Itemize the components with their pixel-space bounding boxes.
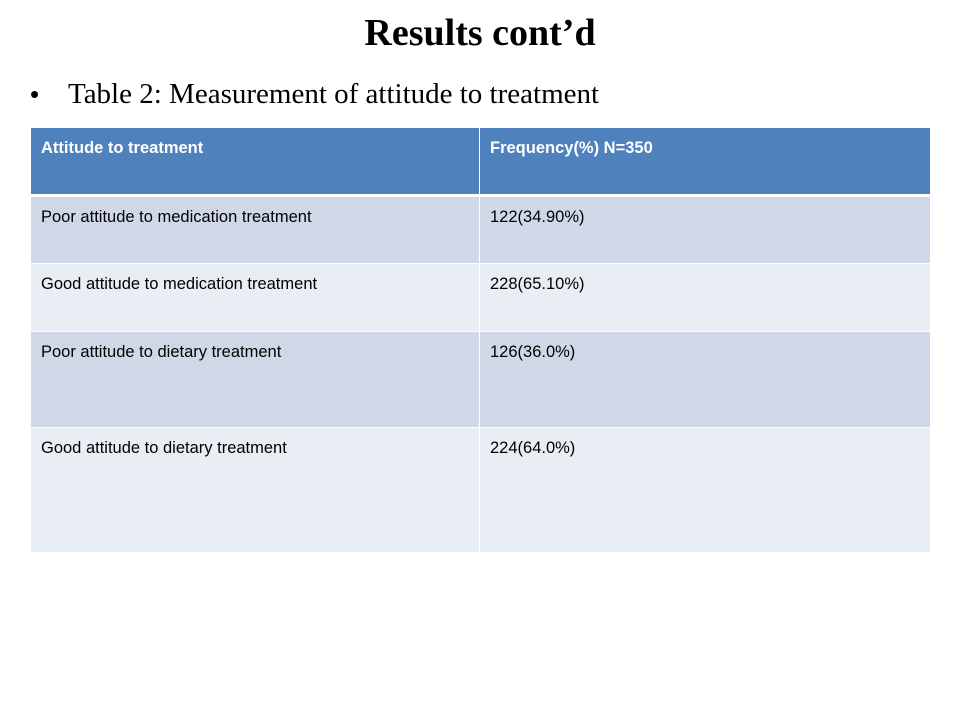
table-row: Poor attitude to medication treatment 12… [30,195,931,264]
table-cell-frequency: 122(34.90%) [479,195,931,264]
bullet-dot-icon: • [30,79,40,109]
attitude-table: Attitude to treatment Frequency(%) N=350… [30,127,931,553]
column-header-frequency: Frequency(%) N=350 [479,127,931,197]
table-row: Good attitude to dietary treatment 224(6… [30,427,931,553]
table-cell-frequency: 126(36.0%) [479,331,931,428]
table-cell-frequency: 228(65.10%) [479,263,931,332]
table-cell-attitude: Poor attitude to medication treatment [30,195,480,264]
column-header-attitude: Attitude to treatment [30,127,480,197]
table-caption: Table 2: Measurement of attitude to trea… [68,78,600,110]
table-cell-attitude: Good attitude to medication treatment [30,263,480,332]
bullet-item: • Table 2: Measurement of attitude to tre… [30,76,930,112]
table-cell-attitude: Poor attitude to dietary treatment [30,331,480,428]
table-cell-frequency: 224(64.0%) [479,427,931,553]
table-row: Good attitude to medication treatment 22… [30,263,931,332]
table-cell-attitude: Good attitude to dietary treatment [30,427,480,553]
table-row: Poor attitude to dietary treatment 126(3… [30,331,931,428]
slide-title: Results cont’d [364,12,596,54]
table-header-row: Attitude to treatment Frequency(%) N=350 [30,127,931,197]
